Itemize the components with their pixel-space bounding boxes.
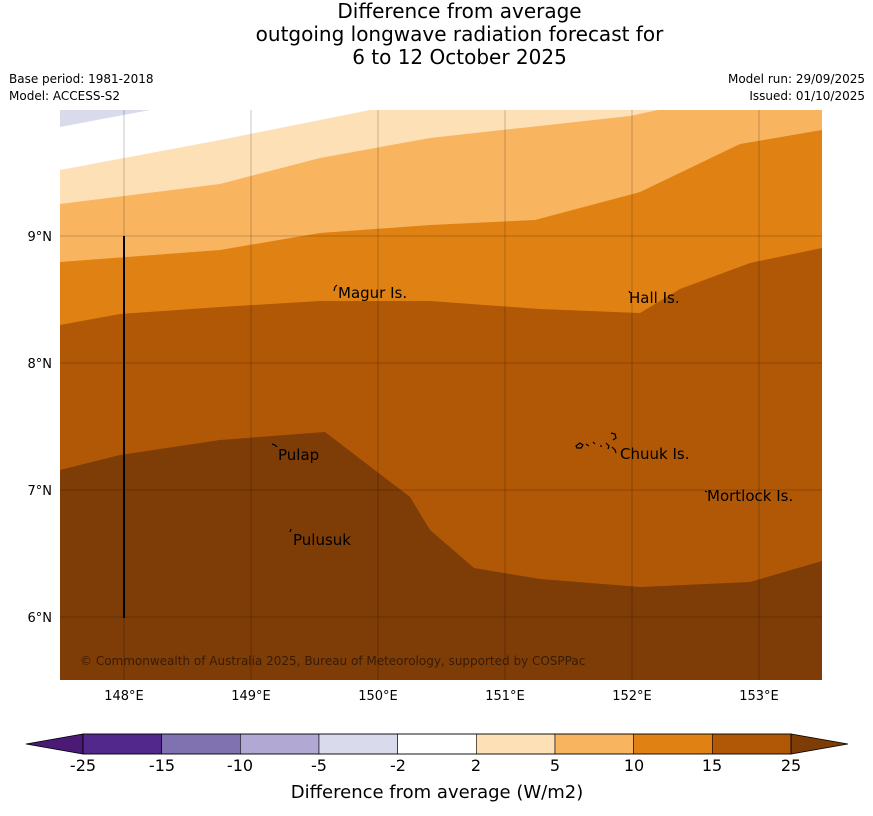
colorbar-extend-low [25, 733, 84, 755]
island-pulusuk [289, 528, 292, 533]
island-pulap [271, 443, 278, 448]
colorbar-tick: 25 [781, 756, 801, 775]
issued-date: Issued: 01/10/2025 [749, 89, 865, 103]
colorbar-extend-high [790, 733, 849, 755]
colorbar-tick: 5 [550, 756, 560, 775]
lat-tick: 6°N [28, 611, 53, 626]
label-mortlock: Mortlock Is. [707, 487, 793, 505]
island-mortlock [704, 490, 708, 493]
island-magur [333, 284, 338, 292]
colorbar-segment [476, 733, 556, 755]
band-above-25 [60, 432, 822, 680]
model-name: Model: ACCESS-S2 [9, 89, 121, 103]
colorbar-segment [397, 733, 477, 755]
colorbar-segment [712, 733, 792, 755]
colorbar-tick: -15 [149, 756, 175, 775]
lat-axis: 9°N 8°N 7°N 6°N [28, 230, 53, 626]
colorbar-labels: -25 -15 -10 -5 -2 2 5 10 15 25 [70, 756, 801, 775]
lon-tick: 151°E [485, 689, 525, 704]
colorbar-tick: 10 [624, 756, 644, 775]
copyright-notice: © Commonwealth of Australia 2025, Bureau… [80, 654, 585, 668]
lat-tick: 8°N [28, 357, 53, 372]
lon-tick: 152°E [612, 689, 652, 704]
model-run: Model run: 29/09/2025 [727, 72, 865, 86]
label-hall: Hall Is. [629, 289, 680, 307]
island-hall [628, 290, 631, 294]
colorbar-segment [161, 733, 241, 755]
meta-left: Base period: 1981-2018 Model: ACCESS-S2 [9, 71, 154, 105]
colorbar-tick: -5 [311, 756, 327, 775]
label-magur: Magur Is. [338, 284, 407, 302]
base-period: Base period: 1981-2018 [9, 72, 154, 86]
lon-tick: 150°E [358, 689, 398, 704]
colorbar-tick: -25 [70, 756, 96, 775]
colorbar-segment [318, 733, 398, 755]
island-outlines [271, 284, 708, 533]
colorbar-segment [240, 733, 320, 755]
lat-tick: 7°N [28, 484, 53, 499]
colorbar-segment [633, 733, 713, 755]
lat-tick: 9°N [28, 230, 53, 245]
band-lavender [60, 110, 150, 127]
colorbar-segments [82, 733, 792, 755]
label-pulap: Pulap [278, 446, 319, 464]
map-plot: Magur Is. Hall Is. Pulap Chuuk Is. Mortl… [60, 110, 822, 680]
island-chuuk [575, 432, 617, 454]
title-line-3: 6 to 12 October 2025 [352, 45, 567, 69]
meta-right: Model run: 29/09/2025 Issued: 01/10/2025 [728, 71, 865, 105]
lon-tick: 148°E [104, 689, 144, 704]
colorbar-title: Difference from average (W/m2) [291, 782, 583, 803]
title-line-1: Difference from average [337, 0, 582, 23]
colorbar-segment [82, 733, 162, 755]
lon-tick: 153°E [739, 689, 779, 704]
label-pulusuk: Pulusuk [293, 531, 351, 549]
colorbar-tick: 2 [471, 756, 481, 775]
title-line-2: outgoing longwave radiation forecast for [255, 22, 664, 46]
colorbar-tick: -2 [390, 756, 406, 775]
colorbar-segment [554, 733, 634, 755]
colorbar-frame [82, 733, 792, 755]
map-title: Difference from average outgoing longwav… [0, 0, 873, 69]
lon-axis: 148°E 149°E 150°E 151°E 152°E 153°E [104, 689, 779, 704]
lon-tick: 149°E [231, 689, 271, 704]
colorbar-tick: 15 [702, 756, 722, 775]
label-chuuk: Chuuk Is. [620, 445, 689, 463]
colorbar-tick: -10 [227, 756, 253, 775]
colorbar: -25 -15 -10 -5 -2 2 5 10 15 25 Differenc… [25, 733, 849, 803]
